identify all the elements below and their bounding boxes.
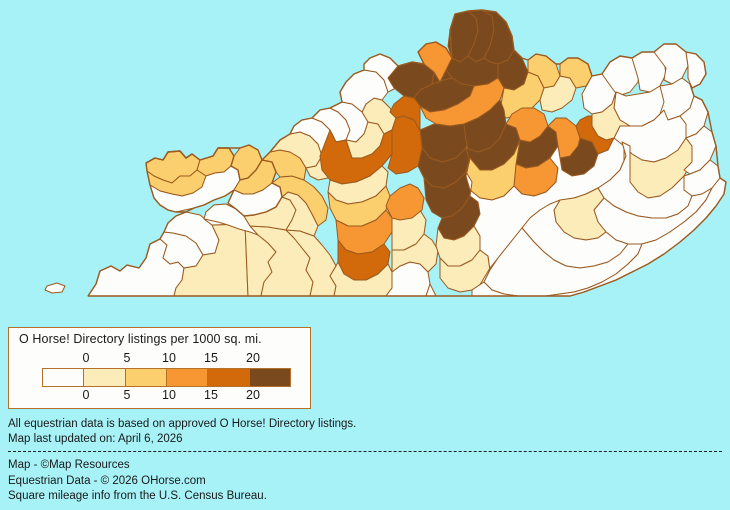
legend-tick-top: 20 [246, 351, 260, 365]
county-region[interactable] [591, 91, 631, 141]
legend-swatch-1[interactable] [84, 369, 126, 386]
legend-swatch-4[interactable] [208, 369, 250, 386]
legend-tick-bottom: 5 [123, 388, 131, 402]
legend-tick-bottom: 20 [246, 388, 260, 402]
legend-panel: O Horse! Directory listings per 1000 sq.… [8, 327, 311, 409]
legend-tick-bottom: 15 [204, 388, 218, 402]
section-divider [8, 451, 722, 452]
credit-line-map: Map - ©Map Resources [8, 459, 130, 471]
county-region[interactable] [391, 233, 439, 273]
legend-tick-top: 10 [162, 351, 176, 365]
county-region[interactable] [679, 95, 709, 139]
legend-title: O Horse! Directory listings per 1000 sq.… [19, 332, 262, 346]
legend-tick-top: 5 [123, 351, 131, 365]
legend-swatch-5[interactable] [249, 369, 290, 386]
legend-color-bar[interactable] [42, 368, 291, 387]
county-region[interactable] [389, 95, 421, 131]
data-notes: All equestrian data is based on approved… [8, 417, 356, 446]
legend-ticks-top: 0 5 10 15 20 [9, 351, 310, 367]
county-region[interactable] [44, 282, 66, 294]
credit-line-census: Square mileage info from the U.S. Census… [8, 490, 267, 502]
legend-swatch-2[interactable] [125, 369, 167, 386]
legend-ticks-bottom: 0 5 10 15 20 [9, 388, 310, 404]
credits: Map - ©Map Resources Equestrian Data - ©… [8, 458, 267, 505]
legend-swatch-0[interactable] [43, 369, 85, 386]
legend-tick-top: 0 [82, 351, 90, 365]
county-region[interactable] [685, 51, 707, 89]
legend-tick-bottom: 0 [82, 388, 90, 402]
county-region[interactable] [539, 75, 577, 113]
legend-swatch-3[interactable] [166, 369, 209, 386]
note-line-2: Map last updated on: April 6, 2026 [8, 432, 183, 445]
legend-tick-top: 15 [204, 351, 218, 365]
note-line-1: All equestrian data is based on approved… [8, 418, 357, 430]
legend-tick-bottom: 10 [162, 388, 176, 402]
county-region[interactable] [385, 183, 425, 221]
state-outline-north [88, 9, 727, 297]
county-region[interactable] [547, 117, 581, 159]
kentucky-county-map[interactable] [0, 0, 730, 330]
credit-line-data: Equestrian Data - © 2026 OHorse.com [8, 474, 206, 487]
